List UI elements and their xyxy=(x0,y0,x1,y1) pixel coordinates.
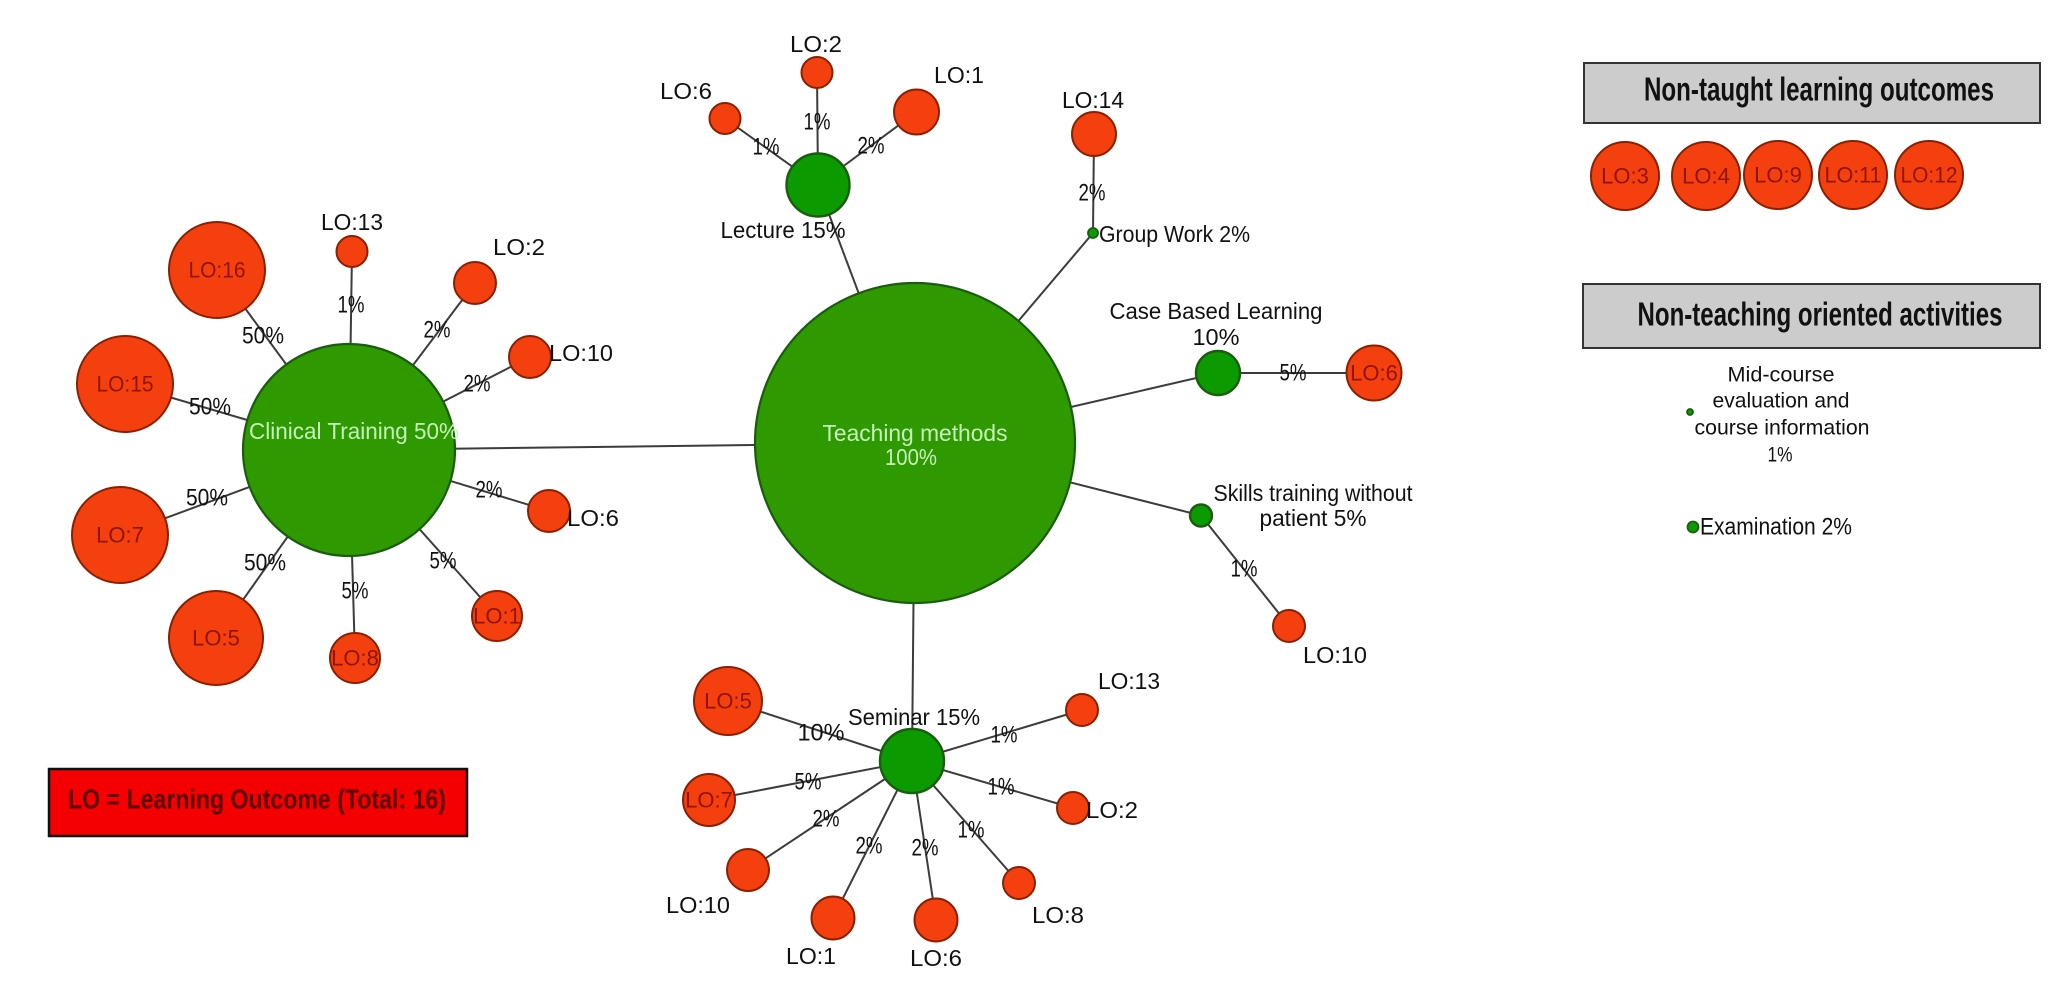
svg-text:patient 5%: patient 5% xyxy=(1260,505,1367,531)
svg-text:10%: 10% xyxy=(798,720,845,747)
svg-text:50%: 50% xyxy=(186,485,228,512)
svg-text:5%: 5% xyxy=(430,548,457,575)
svg-text:LO:9: LO:9 xyxy=(1754,163,1802,188)
svg-text:10%: 10% xyxy=(1193,324,1240,350)
svg-text:LO:8: LO:8 xyxy=(1032,902,1084,928)
svg-text:LO:14: LO:14 xyxy=(1062,87,1124,113)
svg-text:LO = Learning Outcome (Total:: LO = Learning Outcome (Total: 16) xyxy=(68,784,446,815)
svg-text:LO:5: LO:5 xyxy=(704,689,752,714)
svg-text:100%: 100% xyxy=(885,444,937,470)
svg-text:1%: 1% xyxy=(804,109,831,136)
svg-text:2%: 2% xyxy=(1079,180,1106,207)
svg-text:Mid-course: Mid-course xyxy=(1728,364,1835,387)
svg-text:1%: 1% xyxy=(991,722,1018,749)
svg-text:Skills training without: Skills training without xyxy=(1214,480,1414,506)
svg-text:LO:1: LO:1 xyxy=(786,943,836,969)
svg-text:LO:11: LO:11 xyxy=(1825,163,1882,188)
svg-text:LO:2: LO:2 xyxy=(790,31,842,57)
svg-text:LO:7: LO:7 xyxy=(96,523,144,548)
svg-text:50%: 50% xyxy=(242,323,284,350)
svg-text:Examination 2%: Examination 2% xyxy=(1700,514,1852,541)
svg-text:2%: 2% xyxy=(464,371,491,398)
svg-text:LO:2: LO:2 xyxy=(493,234,545,260)
svg-text:LO:10: LO:10 xyxy=(1303,642,1367,668)
svg-text:LO:5: LO:5 xyxy=(192,626,240,651)
svg-text:1%: 1% xyxy=(958,817,985,844)
svg-text:LO:4: LO:4 xyxy=(1682,164,1730,189)
svg-text:LO:12: LO:12 xyxy=(1901,163,1958,188)
svg-text:Non-taught learning outcomes: Non-taught learning outcomes xyxy=(1644,71,1994,108)
svg-text:LO:3: LO:3 xyxy=(1601,164,1649,189)
svg-text:LO:6: LO:6 xyxy=(910,945,962,971)
svg-text:1%: 1% xyxy=(1768,444,1793,467)
svg-text:Group Work 2%: Group Work 2% xyxy=(1099,221,1250,247)
svg-text:LO:7: LO:7 xyxy=(685,788,733,813)
svg-text:LO:6: LO:6 xyxy=(567,505,619,531)
svg-text:LO:1: LO:1 xyxy=(934,62,984,88)
svg-text:1%: 1% xyxy=(753,134,780,161)
svg-text:LO:2: LO:2 xyxy=(1086,797,1138,823)
svg-text:50%: 50% xyxy=(244,550,286,577)
svg-text:5%: 5% xyxy=(1280,360,1307,387)
svg-text:LO:8: LO:8 xyxy=(331,646,379,671)
svg-text:LO:16: LO:16 xyxy=(189,258,246,283)
svg-text:Lecture 15%: Lecture 15% xyxy=(721,217,846,243)
svg-text:2%: 2% xyxy=(813,806,840,833)
svg-text:LO:15: LO:15 xyxy=(97,372,154,397)
svg-text:course information: course information xyxy=(1695,417,1870,440)
svg-text:2%: 2% xyxy=(858,133,885,160)
svg-text:2%: 2% xyxy=(912,835,939,862)
svg-text:LO:13: LO:13 xyxy=(321,209,383,235)
svg-text:Non-teaching oriented activiti: Non-teaching oriented activities xyxy=(1638,296,2003,333)
svg-text:Seminar 15%: Seminar 15% xyxy=(848,704,980,730)
svg-text:2%: 2% xyxy=(856,833,883,860)
svg-text:LO:6: LO:6 xyxy=(660,78,712,104)
svg-text:1%: 1% xyxy=(988,774,1015,801)
svg-text:5%: 5% xyxy=(795,769,822,796)
svg-text:2%: 2% xyxy=(424,317,451,344)
svg-text:LO:6: LO:6 xyxy=(1350,361,1398,386)
svg-text:5%: 5% xyxy=(342,578,369,605)
svg-text:50%: 50% xyxy=(189,394,231,421)
svg-text:LO:13: LO:13 xyxy=(1098,668,1160,694)
svg-text:LO:10: LO:10 xyxy=(666,892,730,918)
svg-text:Teaching methods: Teaching methods xyxy=(823,420,1008,446)
svg-text:1%: 1% xyxy=(1231,556,1258,583)
svg-text:1%: 1% xyxy=(338,292,365,319)
svg-text:LO:10: LO:10 xyxy=(549,340,613,366)
svg-text:LO:1: LO:1 xyxy=(473,604,521,629)
svg-text:Case Based Learning: Case Based Learning xyxy=(1110,298,1323,324)
svg-text:evaluation and: evaluation and xyxy=(1713,390,1850,413)
svg-text:2%: 2% xyxy=(476,477,503,504)
svg-text:Clinical Training 50%: Clinical Training 50% xyxy=(249,418,459,444)
